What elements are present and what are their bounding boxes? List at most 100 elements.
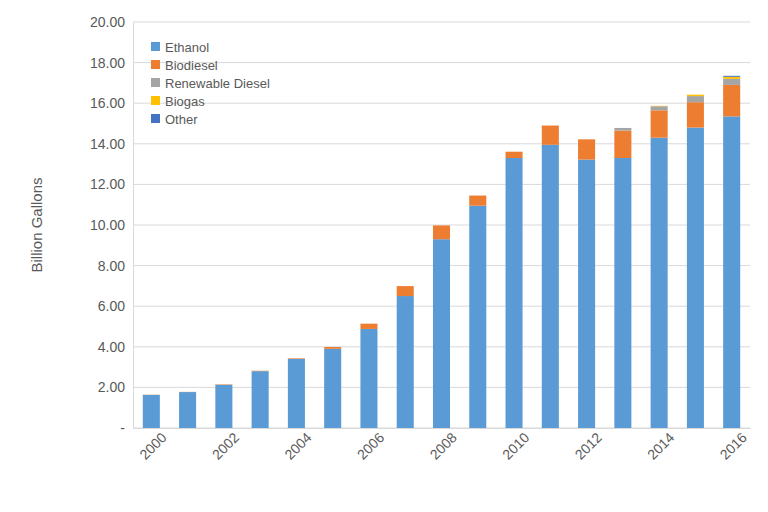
bar [651, 138, 668, 428]
bar [397, 286, 414, 296]
bar [215, 384, 232, 385]
legend-swatch [151, 96, 160, 105]
bar [215, 385, 232, 428]
bar [215, 384, 232, 385]
tick: 2.00 [98, 379, 133, 395]
series [143, 116, 740, 428]
bar [215, 384, 232, 385]
bar [397, 286, 414, 287]
tick: 4.00 [98, 339, 133, 355]
tick-label: 12.00 [90, 176, 125, 192]
grid-line [133, 62, 750, 63]
bar [252, 370, 269, 371]
tick: 2004 [281, 429, 314, 462]
series [651, 77, 741, 106]
legend-item: Biogas [151, 94, 205, 109]
legend-item: Ethanol [151, 40, 209, 55]
bar [324, 347, 341, 348]
bar [252, 370, 269, 371]
tick: 8.00 [98, 258, 133, 274]
bar [651, 110, 668, 137]
bar [614, 127, 631, 128]
bar [179, 391, 196, 392]
tick: 12.00 [90, 176, 133, 192]
bar [360, 323, 377, 324]
bar [433, 239, 450, 428]
bar [288, 359, 305, 428]
bar [433, 225, 450, 226]
tick-label: 10.00 [90, 217, 125, 233]
bar [469, 206, 486, 428]
tick-label: 2016 [717, 429, 750, 462]
bar [723, 116, 740, 428]
bar [687, 95, 704, 96]
tick-label: 6.00 [98, 298, 125, 314]
bar [288, 358, 305, 359]
tick: 16.00 [90, 95, 133, 111]
bar [542, 126, 559, 145]
tick: 2008 [426, 429, 459, 462]
bar [651, 106, 668, 110]
tick: - [120, 420, 133, 436]
tick: 6.00 [98, 298, 133, 314]
bars [143, 76, 740, 428]
bar [143, 394, 160, 395]
bar [360, 323, 377, 324]
tick: 18.00 [90, 55, 133, 71]
series [723, 76, 740, 77]
legend-label: Other [165, 112, 198, 127]
bar [360, 329, 377, 428]
legend: Ethanol Biodiesel Renewable Diesel Biogas Ot… [151, 40, 270, 127]
bar [143, 394, 160, 395]
tick-label: 2002 [209, 429, 242, 462]
bar [288, 358, 305, 359]
tick-label: 2006 [354, 429, 387, 462]
bar [578, 139, 595, 140]
tick: 2014 [644, 429, 677, 462]
tick-label: 2004 [281, 429, 314, 462]
tick-label: 2.00 [98, 379, 125, 395]
tick-label: 4.00 [98, 339, 125, 355]
bar [324, 349, 341, 428]
axis-line [133, 23, 134, 429]
bar [614, 127, 631, 128]
tick-label: 2012 [572, 429, 605, 462]
bar [215, 384, 232, 385]
bar [578, 160, 595, 428]
bar [687, 96, 704, 102]
tick-label: 18.00 [90, 55, 125, 71]
bar [397, 296, 414, 428]
bar [179, 391, 196, 392]
bar [143, 394, 160, 395]
bar [723, 76, 740, 77]
tick: 2012 [572, 429, 605, 462]
tick: 2010 [499, 429, 532, 462]
bar [614, 158, 631, 428]
bar [179, 392, 196, 428]
bar [687, 94, 704, 95]
bar [542, 125, 559, 126]
tick: 10.00 [90, 217, 133, 233]
legend-item: Other [151, 112, 198, 127]
bar [324, 347, 341, 349]
legend-label: Biodiesel [165, 58, 218, 73]
series [143, 85, 740, 395]
bar [469, 195, 486, 196]
bar [143, 394, 160, 395]
y-axis: - 2.00 4.00 6.00 8.00 10.00 12.00 14.00 16.00 18.… [90, 14, 134, 436]
bar [506, 151, 523, 152]
bar [651, 105, 668, 106]
bar [360, 324, 377, 329]
tick: 20.00 [90, 14, 133, 30]
bar [324, 347, 341, 348]
tick: 14.00 [90, 136, 133, 152]
tick-label: 16.00 [90, 95, 125, 111]
axis-title: Billion Gallons [28, 177, 45, 272]
bar [578, 139, 595, 140]
legend-item: Renewable Diesel [151, 76, 270, 91]
bar [687, 102, 704, 127]
legend-label: Ethanol [165, 40, 209, 55]
bar [433, 225, 450, 226]
bar [723, 77, 740, 79]
bar [252, 371, 269, 428]
